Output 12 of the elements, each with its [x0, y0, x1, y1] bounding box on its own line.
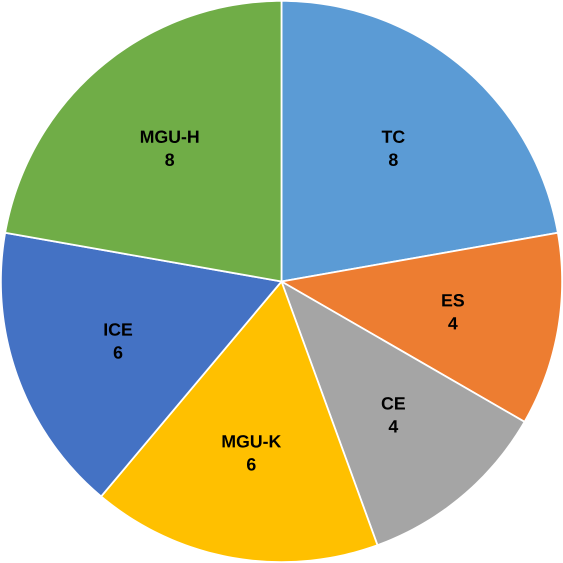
slice-label: CE — [382, 397, 405, 410]
data-label: 6 — [247, 458, 256, 471]
data-label: 6 — [114, 346, 122, 359]
slice-label: MGU-H — [140, 130, 198, 143]
data-label: 4 — [448, 317, 458, 330]
slice-label: ICE — [104, 323, 132, 336]
data-label: 8 — [388, 153, 398, 166]
slice-label: MGU-K — [222, 435, 282, 448]
slice-label: ES — [442, 294, 464, 307]
data-label: 4 — [388, 420, 398, 432]
slice-label: TC — [382, 130, 405, 143]
data-label: 8 — [165, 153, 174, 166]
